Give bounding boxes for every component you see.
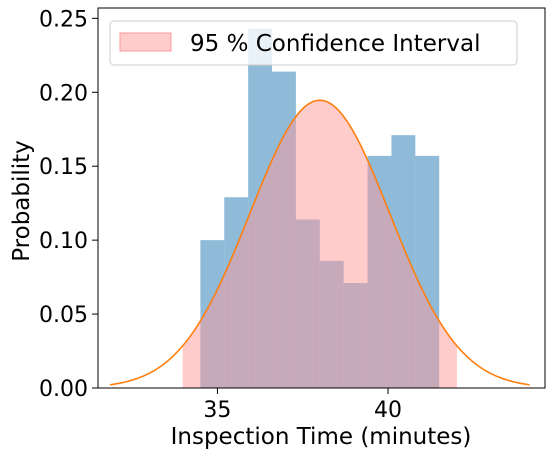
y-axis-label: Probability — [9, 140, 35, 262]
y-tick-label-0.00: 0.00 — [39, 377, 88, 402]
x-tick-label-35: 35 — [203, 398, 231, 423]
legend: 95 % Confidence Interval — [109, 20, 518, 66]
legend-swatch-confidence-interval — [119, 32, 172, 52]
y-tick-label-0.20: 0.20 — [39, 81, 88, 106]
x-tick-label-40: 40 — [374, 398, 402, 423]
normal-curve-line — [109, 99, 530, 386]
y-tick-label-0.15: 0.15 — [39, 155, 88, 180]
plot-frame — [97, 7, 546, 389]
y-tick-label-0.25: 0.25 — [39, 7, 88, 32]
confidence-interval-fill — [182, 100, 457, 388]
axes — [97, 7, 546, 389]
confidence-interval-area — [182, 100, 457, 388]
x-axis-label: Inspection Time (minutes) — [171, 424, 472, 450]
legend-label-confidence-interval: 95 % Confidence Interval — [190, 31, 480, 57]
y-tick-label-0.05: 0.05 — [39, 303, 88, 328]
y-tick-label-0.10: 0.10 — [39, 229, 88, 254]
normal-curve — [109, 99, 530, 386]
legend-frame — [109, 20, 518, 66]
tick-marks: 35 40 0.00 0.05 0.10 0.15 0.20 0.25 — [39, 7, 402, 423]
